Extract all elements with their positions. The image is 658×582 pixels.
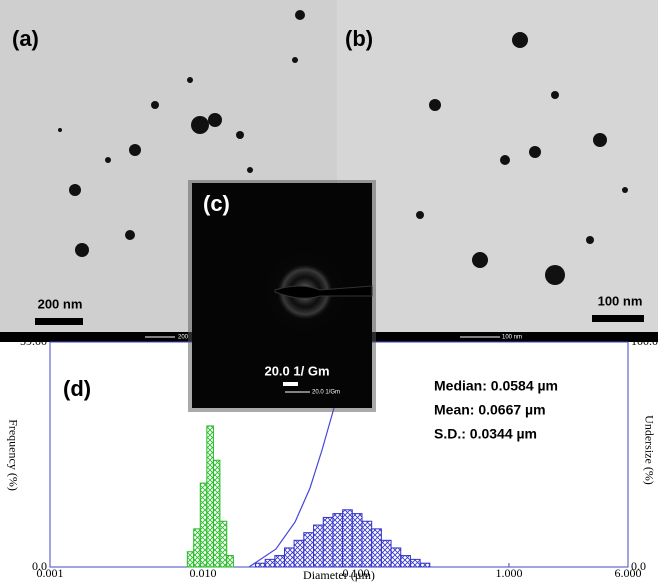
stat: Median: 0.0584 µm <box>434 378 558 394</box>
histogram-bar <box>283 547 295 568</box>
x-tick-label: 0.010 <box>189 566 216 580</box>
x-tick-label: 1.000 <box>495 566 522 580</box>
scale-label: 200 <box>178 335 189 341</box>
histogram-bar <box>400 555 411 568</box>
x-tick-label: 0.100 <box>342 566 369 580</box>
x-tick-label: 6.000 <box>615 566 642 580</box>
histogram-bar <box>390 547 402 568</box>
scale-label: 20.0 1/Gm <box>312 390 340 396</box>
histogram-bar <box>419 562 431 568</box>
y2-tick-label: 0.0 <box>631 559 646 573</box>
scale-label: 100 nm <box>598 293 643 308</box>
histogram-bar <box>274 555 285 568</box>
y-tick-label: 0.0 <box>32 559 47 573</box>
histogram-bar <box>193 528 201 568</box>
histogram-bar <box>206 425 214 568</box>
panel-c: (c) 20.0 1/ Gm 20.0 1/Gm <box>188 180 376 412</box>
scale-bar <box>35 318 83 325</box>
scale-label: 100 nm <box>502 335 522 341</box>
stat: S.D.: 0.0344 µm <box>434 426 537 442</box>
y2-tick-label: 100.0 <box>631 334 658 348</box>
panel-label: (d) <box>63 376 91 401</box>
panel-a: (a) 200 nm <box>0 0 337 332</box>
scale-bar <box>592 315 644 322</box>
scale-bar <box>283 382 298 386</box>
histogram-bar <box>293 539 305 568</box>
chart: (d) Median: 0.0584 µm Mean: 0.0667 µm S.… <box>0 334 658 582</box>
beam-stop <box>274 285 373 299</box>
histogram-bar <box>186 551 195 568</box>
scale-label: 20.0 1/ Gm <box>264 363 329 378</box>
x-axis-title: Diameter (µm) <box>303 568 375 582</box>
histogram-bar <box>254 562 266 568</box>
stat: Mean: 0.0667 µm <box>434 402 546 418</box>
x-tick-label: 0.001 <box>37 566 64 580</box>
histogram-bar <box>332 513 344 568</box>
histogram-bar <box>226 555 234 568</box>
particles <box>416 32 628 285</box>
histogram-bar <box>361 520 373 568</box>
panel-b: (b) 100 nm <box>337 0 658 332</box>
histogram-bar <box>303 532 315 568</box>
panel-label: (b) <box>345 26 373 51</box>
y-tick-label: 59.00 <box>20 334 47 348</box>
particles <box>58 10 305 257</box>
histogram-bar <box>199 482 208 568</box>
histogram-bar <box>371 528 382 568</box>
histogram-bar <box>342 509 353 568</box>
histogram-bar <box>212 459 221 568</box>
histogram-bar <box>351 513 363 568</box>
tem-image <box>337 0 658 332</box>
histogram-bar <box>313 524 324 568</box>
histogram-bar <box>219 520 228 568</box>
scale-label: 200 nm <box>38 296 83 311</box>
panel-label: (c) <box>203 191 230 216</box>
histogram-bar <box>264 558 276 568</box>
histogram-bar <box>322 516 334 568</box>
panel-label: (a) <box>12 26 39 51</box>
histogram-bar <box>409 558 421 568</box>
y2-axis-title: Undersize (%) <box>642 415 656 485</box>
histogram-bar <box>380 539 392 568</box>
y-axis-title: Frequency (%) <box>6 419 20 491</box>
